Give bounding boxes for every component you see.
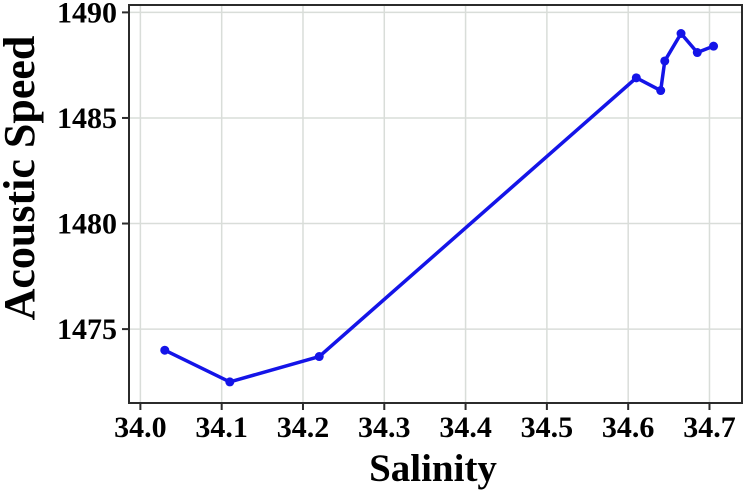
x-axis-title: Salinity xyxy=(369,447,497,490)
data-point-marker xyxy=(660,56,670,66)
data-point-marker xyxy=(676,29,686,39)
x-tick-label: 34.5 xyxy=(521,411,574,444)
y-tick-label: 1475 xyxy=(57,313,117,346)
x-tick-label: 34.7 xyxy=(683,411,736,444)
x-tick-label: 34.1 xyxy=(195,411,248,444)
x-tick-label: 34.3 xyxy=(358,411,411,444)
x-tick-label: 34.0 xyxy=(114,411,167,444)
x-tick-label: 34.4 xyxy=(439,411,492,444)
x-tick-label: 34.6 xyxy=(602,411,655,444)
y-tick-label: 1490 xyxy=(57,0,117,29)
plot-border xyxy=(128,4,743,404)
x-tick-label: 34.2 xyxy=(277,411,330,444)
data-point-marker xyxy=(314,352,324,362)
data-point-marker xyxy=(692,48,702,58)
data-point-marker xyxy=(631,73,641,83)
y-tick-label: 1480 xyxy=(57,208,117,241)
data-point-marker xyxy=(709,41,719,51)
data-point-marker xyxy=(656,86,666,96)
data-point-marker xyxy=(160,345,170,355)
data-point-marker xyxy=(225,377,235,387)
y-tick-label: 1485 xyxy=(57,102,117,135)
y-axis-title: Acoustic Speed xyxy=(0,35,44,321)
